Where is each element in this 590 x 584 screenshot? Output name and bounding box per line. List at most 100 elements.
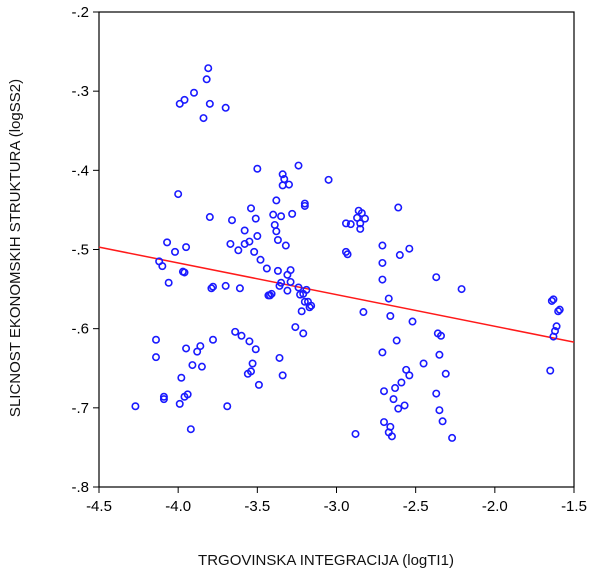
data-point <box>177 373 186 382</box>
plot-frame <box>98 11 575 488</box>
data-point <box>395 251 404 260</box>
data-point <box>378 241 387 250</box>
data-point <box>186 425 195 434</box>
data-point <box>253 232 262 241</box>
data-point <box>228 216 237 225</box>
data-point <box>171 247 180 256</box>
data-point <box>163 238 172 247</box>
data-point <box>448 433 457 442</box>
data-point <box>555 305 564 314</box>
data-point <box>253 164 262 173</box>
y-tick-label: -.2 <box>71 4 89 21</box>
data-point <box>240 226 249 235</box>
data-point <box>379 387 388 396</box>
data-point <box>378 275 387 284</box>
data-point <box>269 210 278 219</box>
data-point <box>386 422 395 431</box>
data-point <box>262 264 271 273</box>
data-point <box>435 350 444 359</box>
data-point <box>164 278 173 287</box>
data-point <box>554 307 563 316</box>
data-point <box>300 201 309 210</box>
data-point <box>152 353 161 362</box>
data-point <box>159 395 168 404</box>
data-point <box>392 336 401 345</box>
data-point <box>379 418 388 427</box>
y-tick-label: -.4 <box>71 162 89 179</box>
data-point <box>245 237 254 246</box>
data-point <box>175 99 184 108</box>
data-point <box>205 213 214 222</box>
data-point <box>457 285 466 294</box>
data-point <box>391 384 400 393</box>
data-point <box>284 180 293 189</box>
data-point <box>288 209 297 218</box>
data-point <box>300 297 309 306</box>
plot-border <box>98 11 575 488</box>
data-point <box>278 170 287 179</box>
data-point <box>190 88 199 97</box>
data-point <box>248 359 257 368</box>
data-point <box>235 284 244 293</box>
data-point <box>294 283 303 292</box>
data-point <box>547 296 556 305</box>
x-tick-label: -3.0 <box>324 498 350 515</box>
data-point <box>209 282 218 291</box>
data-point <box>386 311 395 320</box>
data-point <box>419 359 428 368</box>
data-point <box>199 114 208 123</box>
y-tick-label: -.6 <box>71 321 89 338</box>
data-point <box>550 327 559 336</box>
data-point <box>435 406 444 415</box>
data-point <box>397 378 406 387</box>
data-point <box>256 255 265 264</box>
data-point <box>202 75 211 84</box>
y-axis-title: SLICNOST EKONOMSKIH STRUKTURA (logSS2) <box>7 79 24 417</box>
data-point <box>247 367 256 376</box>
data-point <box>307 301 316 310</box>
x-tick-label: -4.5 <box>86 498 112 515</box>
data-point <box>182 243 191 252</box>
x-tick-label: -3.5 <box>244 498 270 515</box>
data-point <box>275 353 284 362</box>
data-point <box>175 399 184 408</box>
data-point <box>188 361 197 370</box>
data-point <box>286 266 295 275</box>
data-point <box>387 432 396 441</box>
data-point <box>297 307 306 316</box>
data-point <box>221 281 230 290</box>
data-point <box>356 224 365 233</box>
data-point <box>174 190 183 199</box>
data-point <box>251 214 260 223</box>
data-point <box>405 244 414 253</box>
y-tick-label: -.3 <box>71 83 89 100</box>
x-tick-label: -2.5 <box>403 498 429 515</box>
data-point <box>359 308 368 317</box>
x-tick-label: -4.0 <box>165 498 191 515</box>
data-point <box>438 417 447 426</box>
data-point <box>305 303 314 312</box>
data-point <box>432 273 441 282</box>
data-point <box>197 362 206 371</box>
data-point <box>247 204 256 213</box>
data-point <box>277 278 286 287</box>
data-point <box>251 345 260 354</box>
data-point <box>250 247 259 256</box>
data-points <box>131 64 564 442</box>
data-point <box>294 161 303 170</box>
data-point <box>234 246 243 255</box>
data-point <box>223 402 232 411</box>
data-point <box>273 266 282 275</box>
data-point <box>207 284 216 293</box>
data-point <box>351 429 360 438</box>
data-point <box>346 220 355 229</box>
x-tick-label: -1.5 <box>561 498 587 515</box>
data-point <box>270 220 279 229</box>
data-point <box>237 331 246 340</box>
y-tick-label: -.7 <box>71 400 89 417</box>
data-point <box>394 404 403 413</box>
data-point <box>286 277 295 286</box>
data-point <box>441 369 450 378</box>
data-point <box>280 175 289 184</box>
data-point <box>400 401 409 410</box>
